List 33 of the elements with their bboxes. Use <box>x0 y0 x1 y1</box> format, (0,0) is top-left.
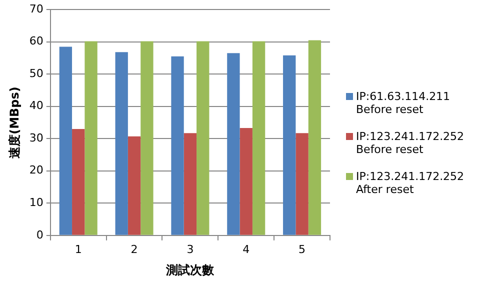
bar <box>72 128 85 235</box>
x-tick-label: 1 <box>74 242 82 256</box>
x-tick-label: 3 <box>186 242 194 256</box>
bar <box>296 133 308 235</box>
bar <box>84 41 98 235</box>
x-tick-label: 4 <box>242 242 250 256</box>
x-tick-label: 5 <box>298 242 306 256</box>
x-axis-title: 測試次數 <box>165 262 216 277</box>
bar <box>308 40 322 235</box>
y-tick-label: 70 <box>29 2 44 16</box>
x-tick-label: 2 <box>130 242 138 256</box>
bar <box>115 52 128 235</box>
y-tick-label: 10 <box>29 196 44 209</box>
y-axis-title: 速度(MBps) <box>7 86 22 160</box>
bar <box>252 41 266 235</box>
bar <box>128 136 141 235</box>
bar <box>283 55 296 235</box>
legend-label: IP:61.63.114.211 Before reset <box>356 90 452 116</box>
bar <box>240 128 252 235</box>
bar <box>196 41 210 235</box>
bar <box>227 53 240 235</box>
bar <box>184 133 197 235</box>
legend-label: IP:123.241.172.252 After reset <box>356 170 466 196</box>
y-tick-label: 0 <box>36 228 44 242</box>
bar <box>59 46 72 235</box>
y-tick-label: 20 <box>29 164 44 177</box>
legend-label: IP:123.241.172.252 Before reset <box>356 130 466 156</box>
y-tick-label: 30 <box>29 131 44 144</box>
y-tick-label: 60 <box>29 34 44 48</box>
y-tick-label: 40 <box>29 99 44 112</box>
y-tick-label: 50 <box>29 66 44 80</box>
bar <box>140 41 154 235</box>
bar <box>171 56 184 235</box>
